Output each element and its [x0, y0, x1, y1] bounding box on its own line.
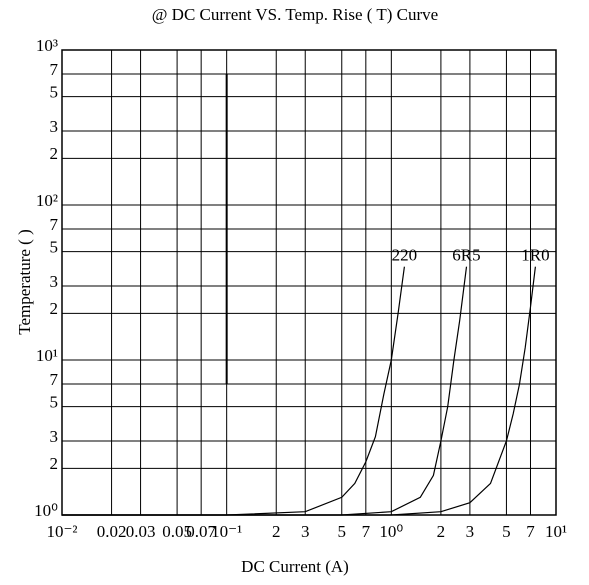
y-tick-label: 2	[50, 144, 59, 163]
x-tick-label: 5	[502, 522, 511, 541]
series-label: 1R0	[521, 246, 549, 265]
y-axis-label: Temperature ( )	[15, 229, 34, 334]
y-tick-label: 3	[50, 272, 59, 291]
y-tick-label: 10²	[36, 191, 58, 210]
y-tick-label: 7	[50, 60, 59, 79]
y-tick-label: 2	[50, 454, 59, 473]
series-label: 220	[392, 246, 418, 265]
y-tick-label: 5	[50, 83, 59, 102]
x-tick-label: 0.03	[126, 522, 156, 541]
x-tick-label: 7	[362, 522, 371, 541]
y-tick-label: 2	[50, 299, 59, 318]
chart-title: @ DC Current VS. Temp. Rise ( T) Curve	[152, 5, 438, 24]
x-tick-label: 3	[466, 522, 475, 541]
x-tick-label: 10⁻¹	[211, 522, 242, 541]
x-tick-label: 10⁻²	[46, 522, 77, 541]
series-line	[62, 266, 405, 516]
y-tick-label: 10¹	[36, 346, 58, 365]
x-tick-label: 10¹	[545, 522, 567, 541]
x-tick-label: 2	[272, 522, 281, 541]
x-axis-label: DC Current (A)	[241, 557, 349, 576]
y-tick-label: 5	[50, 238, 59, 257]
plot-frame	[61, 49, 557, 516]
y-tick-label: 7	[50, 370, 59, 389]
x-tick-label: 5	[338, 522, 347, 541]
series-line	[62, 266, 468, 516]
x-tick-label: 0.07	[186, 522, 216, 541]
series-line	[62, 266, 536, 516]
x-tick-label: 10⁰	[379, 522, 403, 541]
y-tick-label: 7	[50, 215, 59, 234]
x-tick-label: 0.02	[97, 522, 127, 541]
y-tick-label: 5	[50, 393, 59, 412]
y-tick-label: 3	[50, 117, 59, 136]
x-tick-label: 3	[301, 522, 310, 541]
x-tick-label: 2	[437, 522, 446, 541]
y-tick-label: 3	[50, 427, 59, 446]
series-label: 6R5	[452, 246, 480, 265]
y-tick-label: 10⁰	[34, 501, 58, 520]
y-tick-label: 10³	[36, 36, 58, 55]
x-tick-label: 7	[526, 522, 535, 541]
x-tick-label: 0.05	[162, 522, 192, 541]
